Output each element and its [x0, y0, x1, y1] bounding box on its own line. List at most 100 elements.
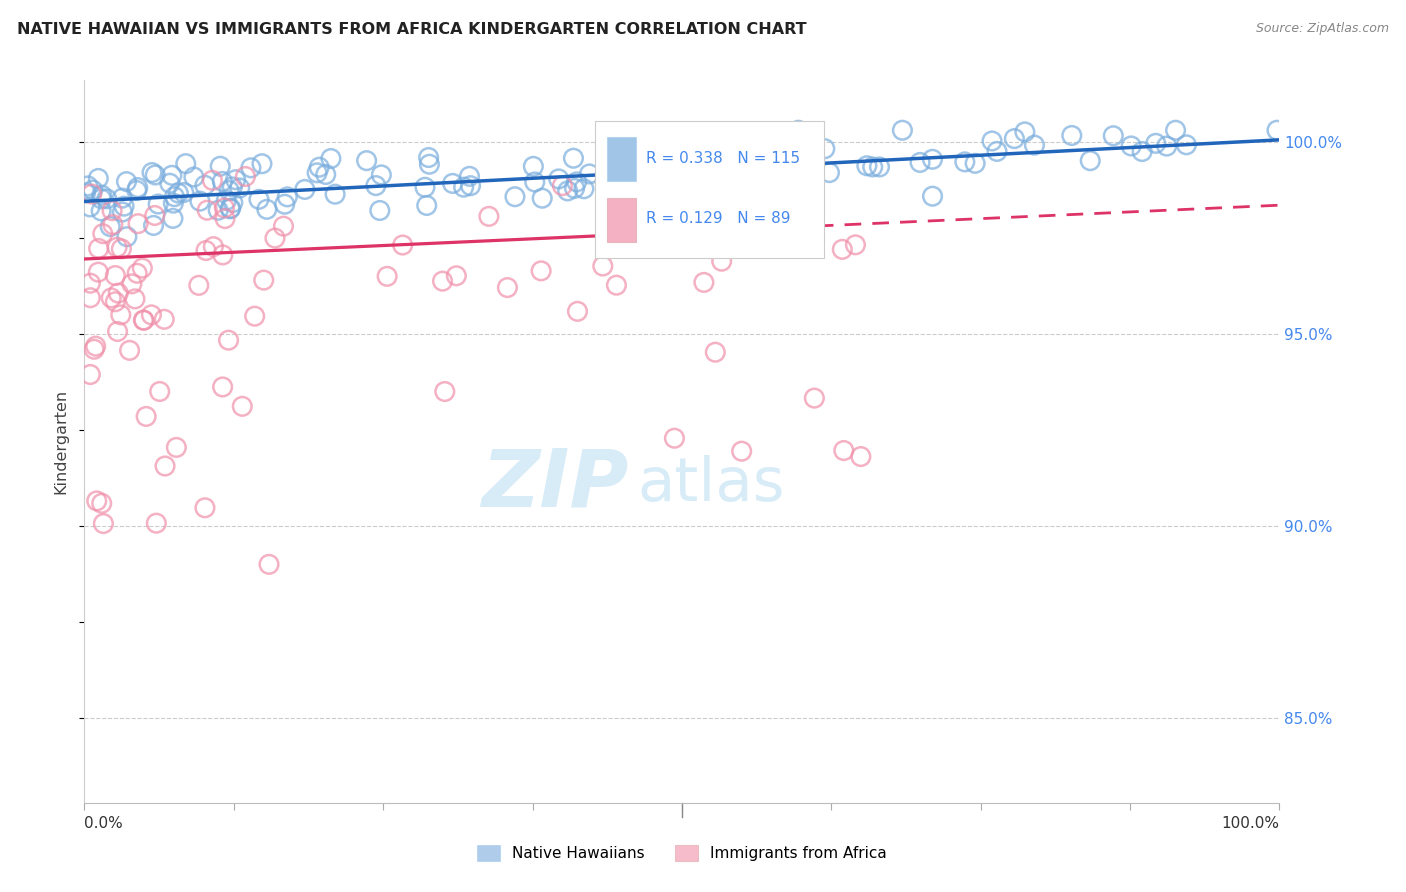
- Point: [84, 339, 107, 353]
- Point: [132, 313, 155, 327]
- Point: [215, 194, 238, 208]
- Point: [118, 343, 141, 358]
- Point: [229, 181, 252, 195]
- Point: [1130, 145, 1153, 159]
- Point: [787, 145, 810, 159]
- Point: [162, 211, 184, 226]
- Point: [221, 180, 243, 194]
- Point: [953, 154, 976, 169]
- Point: [832, 443, 855, 458]
- Point: [758, 167, 780, 181]
- Point: [257, 558, 280, 572]
- Point: [1121, 139, 1143, 153]
- Point: [710, 254, 733, 268]
- Point: [679, 235, 702, 249]
- Point: [557, 184, 579, 198]
- Y-axis label: Kindergarten: Kindergarten: [53, 389, 69, 494]
- Point: [531, 191, 554, 205]
- Point: [458, 169, 481, 184]
- Point: [655, 159, 678, 173]
- Text: atlas: atlas: [638, 456, 785, 515]
- Point: [79, 276, 101, 290]
- Point: [142, 219, 165, 233]
- Point: [413, 180, 436, 194]
- Point: [163, 190, 186, 204]
- Point: [219, 202, 242, 216]
- Point: [90, 496, 112, 510]
- Point: [250, 157, 273, 171]
- Point: [319, 152, 342, 166]
- Point: [1024, 138, 1046, 153]
- Point: [82, 183, 104, 197]
- Point: [101, 218, 124, 232]
- Point: [153, 458, 176, 473]
- Point: [356, 153, 378, 168]
- Point: [101, 203, 124, 218]
- Point: [441, 177, 464, 191]
- Point: [578, 167, 600, 181]
- Point: [135, 409, 157, 424]
- Point: [160, 169, 183, 183]
- Point: [323, 187, 346, 202]
- Text: ZIP: ZIP: [481, 446, 628, 524]
- Point: [787, 123, 810, 137]
- Point: [96, 192, 118, 206]
- Point: [547, 172, 569, 186]
- Point: [307, 166, 329, 180]
- Point: [247, 192, 270, 206]
- Point: [115, 229, 138, 244]
- Point: [195, 203, 218, 218]
- Point: [610, 195, 633, 210]
- Text: 0.0%: 0.0%: [84, 816, 124, 830]
- Point: [231, 400, 253, 414]
- Legend: Native Hawaiians, Immigrants from Africa: Native Hawaiians, Immigrants from Africa: [471, 839, 893, 867]
- Point: [132, 313, 155, 327]
- Point: [315, 168, 337, 182]
- Point: [370, 168, 392, 182]
- Point: [107, 325, 129, 339]
- Point: [110, 242, 132, 256]
- Point: [143, 168, 166, 182]
- Point: [211, 380, 233, 394]
- Point: [149, 384, 172, 399]
- Point: [849, 450, 872, 464]
- Point: [183, 169, 205, 184]
- Point: [627, 194, 650, 209]
- Point: [921, 189, 943, 203]
- Point: [75, 186, 97, 200]
- Point: [235, 169, 257, 184]
- Point: [908, 155, 931, 169]
- Point: [243, 309, 266, 323]
- Point: [551, 178, 574, 193]
- Point: [214, 201, 236, 215]
- Point: [146, 197, 169, 211]
- Point: [723, 197, 745, 211]
- Point: [981, 134, 1004, 148]
- Point: [91, 227, 114, 241]
- Point: [110, 308, 132, 322]
- Point: [818, 165, 841, 179]
- Point: [567, 304, 589, 318]
- Point: [256, 202, 278, 217]
- Point: [965, 156, 987, 170]
- Point: [90, 188, 112, 202]
- Point: [127, 217, 149, 231]
- Point: [167, 186, 190, 201]
- Point: [77, 178, 100, 193]
- Point: [104, 294, 127, 309]
- Point: [418, 157, 440, 171]
- Point: [706, 140, 728, 154]
- Point: [831, 243, 853, 257]
- Point: [209, 159, 232, 173]
- Point: [786, 150, 808, 164]
- Point: [145, 516, 167, 531]
- Point: [87, 265, 110, 279]
- Point: [201, 173, 224, 187]
- Point: [416, 198, 439, 212]
- Point: [162, 196, 184, 211]
- Point: [1102, 128, 1125, 143]
- Point: [1014, 125, 1036, 139]
- Point: [125, 184, 148, 198]
- Point: [273, 219, 295, 234]
- Point: [131, 261, 153, 276]
